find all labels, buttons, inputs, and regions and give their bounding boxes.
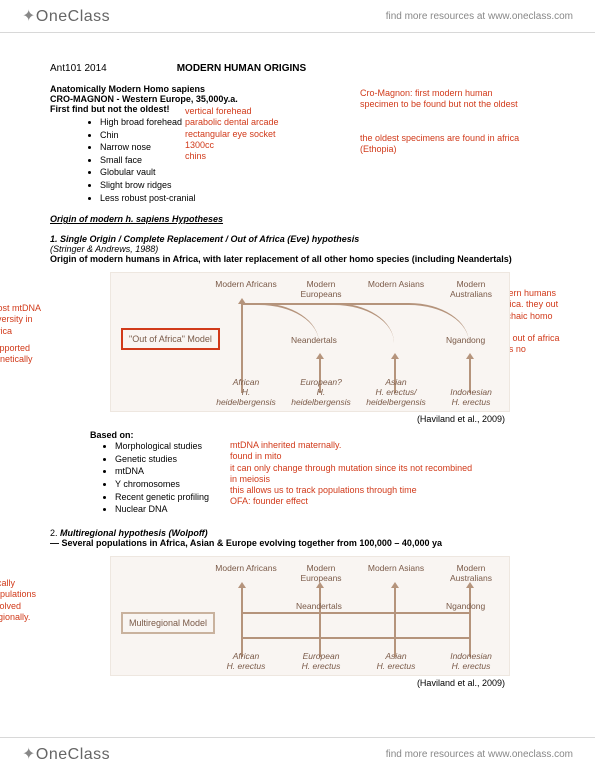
footer-tagline: find more resources at www.oneclass.com bbox=[386, 749, 573, 760]
brand-logo: ✦OneClass bbox=[22, 6, 110, 26]
annotation-line: OFA: founder effect bbox=[230, 496, 480, 507]
hypothesis-1-title: 1. Single Origin / Complete Replacement … bbox=[50, 234, 545, 244]
mid-label: Neandertals bbox=[291, 335, 337, 345]
connector-line bbox=[241, 612, 469, 614]
trait-item: Small face bbox=[100, 154, 545, 167]
page-footer: ✦OneClass find more resources at www.one… bbox=[0, 737, 595, 770]
trait-item: High broad forehead bbox=[100, 116, 545, 129]
trait-item: Globular vault bbox=[100, 166, 545, 179]
col-top: Modern Africans bbox=[211, 279, 281, 289]
curve-line bbox=[241, 303, 469, 368]
trait-item: Slight brow ridges bbox=[100, 179, 545, 192]
diagram-multiregional: Multiregional Model Modern Africans Mode… bbox=[110, 556, 510, 676]
col-bot: African H. heidelbergensis bbox=[211, 377, 281, 407]
mid-label: Ngandong bbox=[446, 601, 485, 611]
annotation-line: rectangular eye socket bbox=[185, 129, 305, 140]
brand-logo: ✦OneClass bbox=[22, 744, 110, 764]
arrow-icon bbox=[394, 587, 396, 657]
col-bot: European H. erectus bbox=[286, 651, 356, 671]
annotation-red-traits: vertical forehead parabolic dental arcad… bbox=[185, 106, 305, 162]
mid-label: Ngandong bbox=[446, 335, 485, 345]
trait-item: Less robust post-cranial bbox=[100, 192, 545, 205]
annotation-line: vertical forehead bbox=[185, 106, 305, 117]
annotation-line: mtDNA inherited maternally. bbox=[230, 440, 480, 451]
model-label: "Out of Africa" Model bbox=[121, 328, 220, 350]
annotation-locally: locally populations evolved regionally. bbox=[0, 578, 45, 623]
page-title: MODERN HUMAN ORIGINS bbox=[177, 63, 306, 74]
course-code: Ant101 2014 bbox=[50, 63, 107, 74]
annotation-supported: supported genetically bbox=[0, 343, 50, 366]
annotation-line: this allows us to track populations thro… bbox=[230, 485, 480, 496]
arrow-icon bbox=[241, 587, 243, 657]
hypothesis-2-title: 2. 2. Multiregional hypothesis (Wolpoff)… bbox=[50, 528, 545, 538]
col-top: Modern Europeans bbox=[286, 279, 356, 299]
model-label: Multiregional Model bbox=[121, 612, 215, 634]
page-header: ✦OneClass find more resources at www.one… bbox=[0, 0, 595, 33]
brand-text: OneClass bbox=[36, 746, 110, 763]
annotation-mtdna-notes: mtDNA inherited maternally. found in mit… bbox=[230, 440, 480, 508]
annotation-line: 1300cc bbox=[185, 140, 305, 151]
annotation-oldest: the oldest specimens are found in africa… bbox=[360, 133, 530, 156]
heading-hypotheses-text: Origin of modern h. sapiens Hypotheses bbox=[50, 214, 223, 224]
diagram-out-of-africa: "Out of Africa" Model Modern Africans Mo… bbox=[110, 272, 510, 412]
heading-hypotheses: Origin of modern h. sapiens Hypotheses bbox=[50, 214, 545, 224]
col-top: Modern Australians bbox=[436, 563, 506, 583]
col-top: Modern Europeans bbox=[286, 563, 356, 583]
col-bot: Asian H. erectus bbox=[361, 651, 431, 671]
col-bot: European? H. heidelbergensis bbox=[286, 377, 356, 407]
header-tagline: find more resources at www.oneclass.com bbox=[386, 11, 573, 22]
col-bot: Indonesian H. erectus bbox=[436, 651, 506, 671]
mid-label: Neandertals bbox=[296, 601, 342, 611]
brand-text: OneClass bbox=[36, 8, 110, 25]
document-body: Ant101 2014 MODERN HUMAN ORIGINS Anatomi… bbox=[0, 33, 595, 698]
annotation-cromagnon: Cro-Magnon: first modern human specimen … bbox=[360, 88, 530, 111]
arrow-icon bbox=[319, 587, 321, 657]
arrow-icon bbox=[469, 587, 471, 657]
trait-list: High broad forehead Chin Narrow nose Sma… bbox=[100, 116, 545, 204]
col-bot: African H. erectus bbox=[211, 651, 281, 671]
col-top: Modern Asians bbox=[361, 563, 431, 573]
hypothesis-1-desc: Origin of modern humans in Africa, with … bbox=[50, 254, 545, 264]
col-bot: Asian H. erectus/ heidelbergensis bbox=[361, 377, 431, 407]
annotation-line: parabolic dental arcade bbox=[185, 117, 305, 128]
citation: (Haviland et al., 2009) bbox=[50, 678, 505, 688]
based-on-label: Based on: bbox=[90, 430, 545, 440]
hypothesis-1-cite: (Stringer & Andrews, 1988) bbox=[50, 244, 545, 254]
col-top: Modern Australians bbox=[436, 279, 506, 299]
annotation-mtdna-div: most mtDNA diversity in africa bbox=[0, 303, 50, 337]
annotation-line: it can only change through mutation sinc… bbox=[230, 463, 480, 486]
connector-line bbox=[241, 637, 469, 639]
hypothesis-2-desc: — Several populations in Africa, Asian &… bbox=[50, 538, 545, 548]
col-bot: Indonesian H. erectus bbox=[436, 387, 506, 407]
annotation-line: chins bbox=[185, 151, 305, 162]
annotation-line: found in mito bbox=[230, 451, 480, 462]
col-top: Modern Africans bbox=[211, 563, 281, 573]
col-top: Modern Asians bbox=[361, 279, 431, 289]
citation: (Haviland et al., 2009) bbox=[50, 414, 505, 424]
